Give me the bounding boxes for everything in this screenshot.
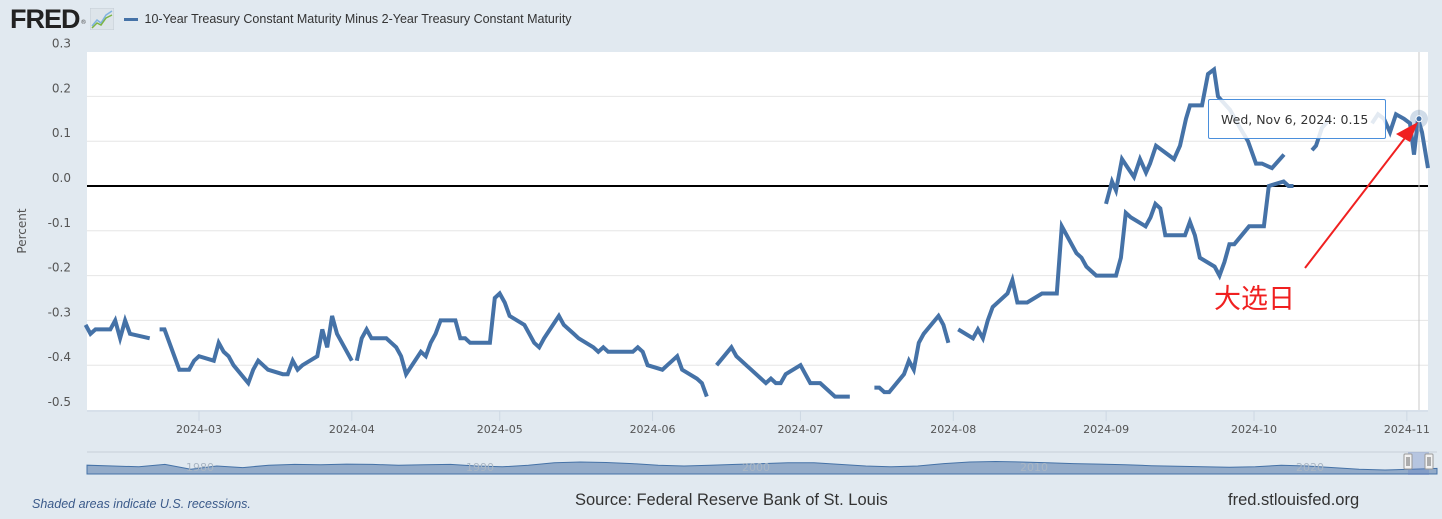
y-tick-label: 0.0 <box>52 171 71 185</box>
y-tick-label: 0.1 <box>52 126 71 140</box>
y-tick-label: -0.1 <box>48 216 71 230</box>
y-tick-label: 0.3 <box>52 37 71 51</box>
fred-graph-icon <box>89 8 114 30</box>
x-tick-label: 2024-09 <box>1083 423 1129 436</box>
x-tick-label: 2024-06 <box>630 423 676 436</box>
chart-header: FRED ® 10-Year Treasury Constant Maturit… <box>10 4 572 34</box>
navigator-tick-label: 2000 <box>742 461 770 474</box>
navigator-selected-range[interactable] <box>1408 452 1429 475</box>
series-line-segment <box>159 315 354 388</box>
y-tick-label: -0.4 <box>48 350 71 364</box>
series-line-segment <box>874 312 951 395</box>
series-line-segment <box>957 179 1294 344</box>
fred-logo[interactable]: FRED <box>10 3 80 34</box>
annotation-label: 大选日 <box>1214 284 1295 315</box>
tooltip-date: Wed, Nov 6, 2024: <box>1221 111 1337 127</box>
navigator-tick-label: 2020 <box>1296 461 1324 474</box>
navigator-series-area <box>86 460 1438 475</box>
source-text: Source: Federal Reserve Bank of St. Loui… <box>575 491 888 509</box>
x-tick-label: 2024-03 <box>176 423 222 436</box>
fred-url[interactable]: fred.stlouisfed.org <box>1228 491 1360 509</box>
y-tick-label: -0.3 <box>48 305 71 319</box>
series-line-segment <box>83 313 151 346</box>
x-tick-label: 2024-07 <box>777 423 823 436</box>
y-tick-label: -0.2 <box>48 261 71 275</box>
tooltip: Wed, Nov 6, 2024: 0.15 <box>1208 99 1386 139</box>
series-line-segment <box>1104 65 1286 205</box>
annotation-arrow-line <box>1304 133 1409 269</box>
legend-label[interactable]: 10-Year Treasury Constant Maturity Minus… <box>144 12 572 26</box>
y-tick-label: 0.2 <box>52 81 71 95</box>
series-line-segment <box>715 343 850 399</box>
x-tick-label: 2024-08 <box>930 423 976 436</box>
navigator-handle-left[interactable] <box>1403 453 1413 470</box>
navigator-tick-label: 1990 <box>466 461 494 474</box>
x-tick-label: 2024-11 <box>1384 423 1430 436</box>
x-tick-label: 2024-10 <box>1231 423 1277 436</box>
x-tick-label: 2024-04 <box>329 423 375 436</box>
recession-note: Shaded areas indicate U.S. recessions. <box>32 497 251 511</box>
y-tick-label: -0.5 <box>48 395 71 409</box>
hover-point <box>1415 115 1423 123</box>
annotation-arrowhead <box>1396 122 1418 142</box>
navigator-handle-right[interactable] <box>1424 453 1434 470</box>
y-axis-label: Percent <box>15 208 29 253</box>
legend-swatch <box>123 17 138 21</box>
registered-mark: ® <box>80 19 87 26</box>
navigator-tick-label: 2010 <box>1020 461 1048 474</box>
navigator-tick-label: 1980 <box>186 461 214 474</box>
series-line-segment <box>354 290 709 398</box>
x-tick-label: 2024-05 <box>477 423 523 436</box>
tooltip-value: 0.15 <box>1340 111 1369 127</box>
